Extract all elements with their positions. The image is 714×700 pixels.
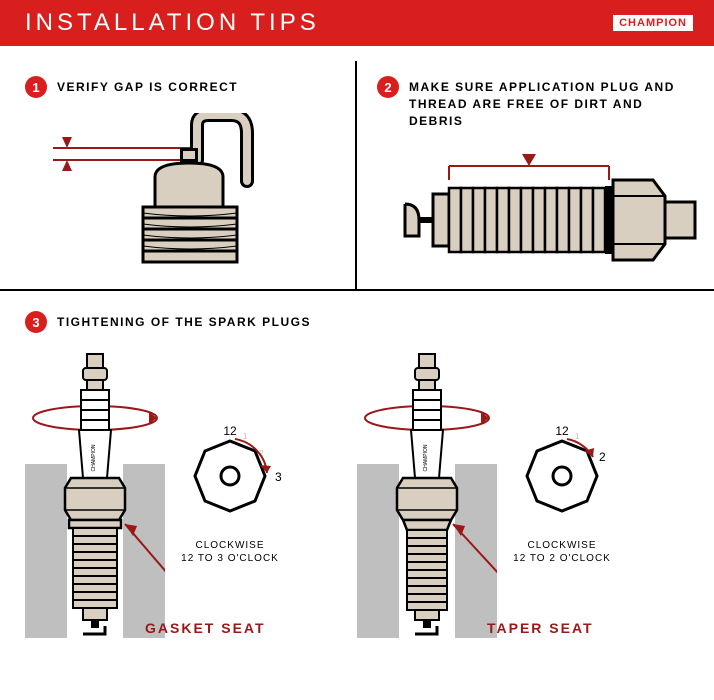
- gasket-clock: 12 3 1 2 CLOCKWISE 12 TO 3 O'CLOCK: [175, 421, 285, 565]
- gasket-caption: CLOCKWISE 12 TO 3 O'CLOCK: [175, 539, 285, 565]
- tightening-row: CHAMPION: [25, 348, 689, 638]
- step-2-badge: 2: [377, 76, 399, 98]
- page-title: INSTALLATION TIPS: [25, 9, 320, 37]
- content-area: 1 VERIFY GAP IS CORRECT: [0, 61, 714, 658]
- gap-illustration: [25, 113, 325, 268]
- panel-tightening: 3 TIGHTENING OF THE SPARK PLUGS: [0, 291, 714, 658]
- svg-text:CHAMPION: CHAMPION: [423, 444, 429, 471]
- thread-illustration: [377, 144, 697, 284]
- gasket-seat-label: GASKET SEAT: [145, 620, 266, 636]
- top-panels: 1 VERIFY GAP IS CORRECT: [0, 61, 714, 291]
- clock-3: 3: [275, 470, 282, 484]
- step-2-text: MAKE SURE APPLICATION PLUG AND THREAD AR…: [409, 76, 699, 129]
- gasket-column: CHAMPION: [25, 348, 357, 638]
- taper-plug-illustration: CHAMPION: [357, 348, 497, 638]
- header-bar: INSTALLATION TIPS CHAMPION: [0, 0, 714, 46]
- taper-caption-l2: 12 TO 2 O'CLOCK: [513, 553, 611, 564]
- taper-clock-icon: 12 2 1: [507, 421, 617, 531]
- svg-text:1: 1: [575, 432, 580, 441]
- svg-text:12: 12: [555, 424, 569, 438]
- taper-seat-label: TAPER SEAT: [487, 620, 594, 636]
- gasket-plug-illustration: CHAMPION: [25, 348, 165, 638]
- svg-text:CHAMPION: CHAMPION: [91, 444, 97, 471]
- panel-verify-gap: 1 VERIFY GAP IS CORRECT: [0, 61, 357, 289]
- step-1-header: 1 VERIFY GAP IS CORRECT: [25, 76, 340, 98]
- brand-logo: CHAMPION: [612, 14, 694, 32]
- svg-text:1: 1: [243, 432, 248, 441]
- taper-caption-l1: CLOCKWISE: [527, 540, 596, 551]
- clock-12: 12: [223, 424, 237, 438]
- step-3-header: 3 TIGHTENING OF THE SPARK PLUGS: [25, 311, 689, 333]
- gasket-caption-l2: 12 TO 3 O'CLOCK: [181, 553, 279, 564]
- svg-text:2: 2: [599, 450, 606, 464]
- panel-clean-thread: 2 MAKE SURE APPLICATION PLUG AND THREAD …: [357, 61, 714, 289]
- taper-column: CHAMPION: [357, 348, 689, 638]
- taper-clock: 12 2 1 CLOCKWISE 12 TO 2 O'CLOCK: [507, 421, 617, 565]
- step-3-badge: 3: [25, 311, 47, 333]
- gasket-clock-icon: 12 3 1 2: [175, 421, 285, 531]
- step-3-text: TIGHTENING OF THE SPARK PLUGS: [57, 311, 311, 331]
- step-2-header: 2 MAKE SURE APPLICATION PLUG AND THREAD …: [377, 76, 699, 129]
- taper-caption: CLOCKWISE 12 TO 2 O'CLOCK: [507, 539, 617, 565]
- gasket-caption-l1: CLOCKWISE: [195, 540, 264, 551]
- step-1-badge: 1: [25, 76, 47, 98]
- step-1-text: VERIFY GAP IS CORRECT: [57, 76, 238, 96]
